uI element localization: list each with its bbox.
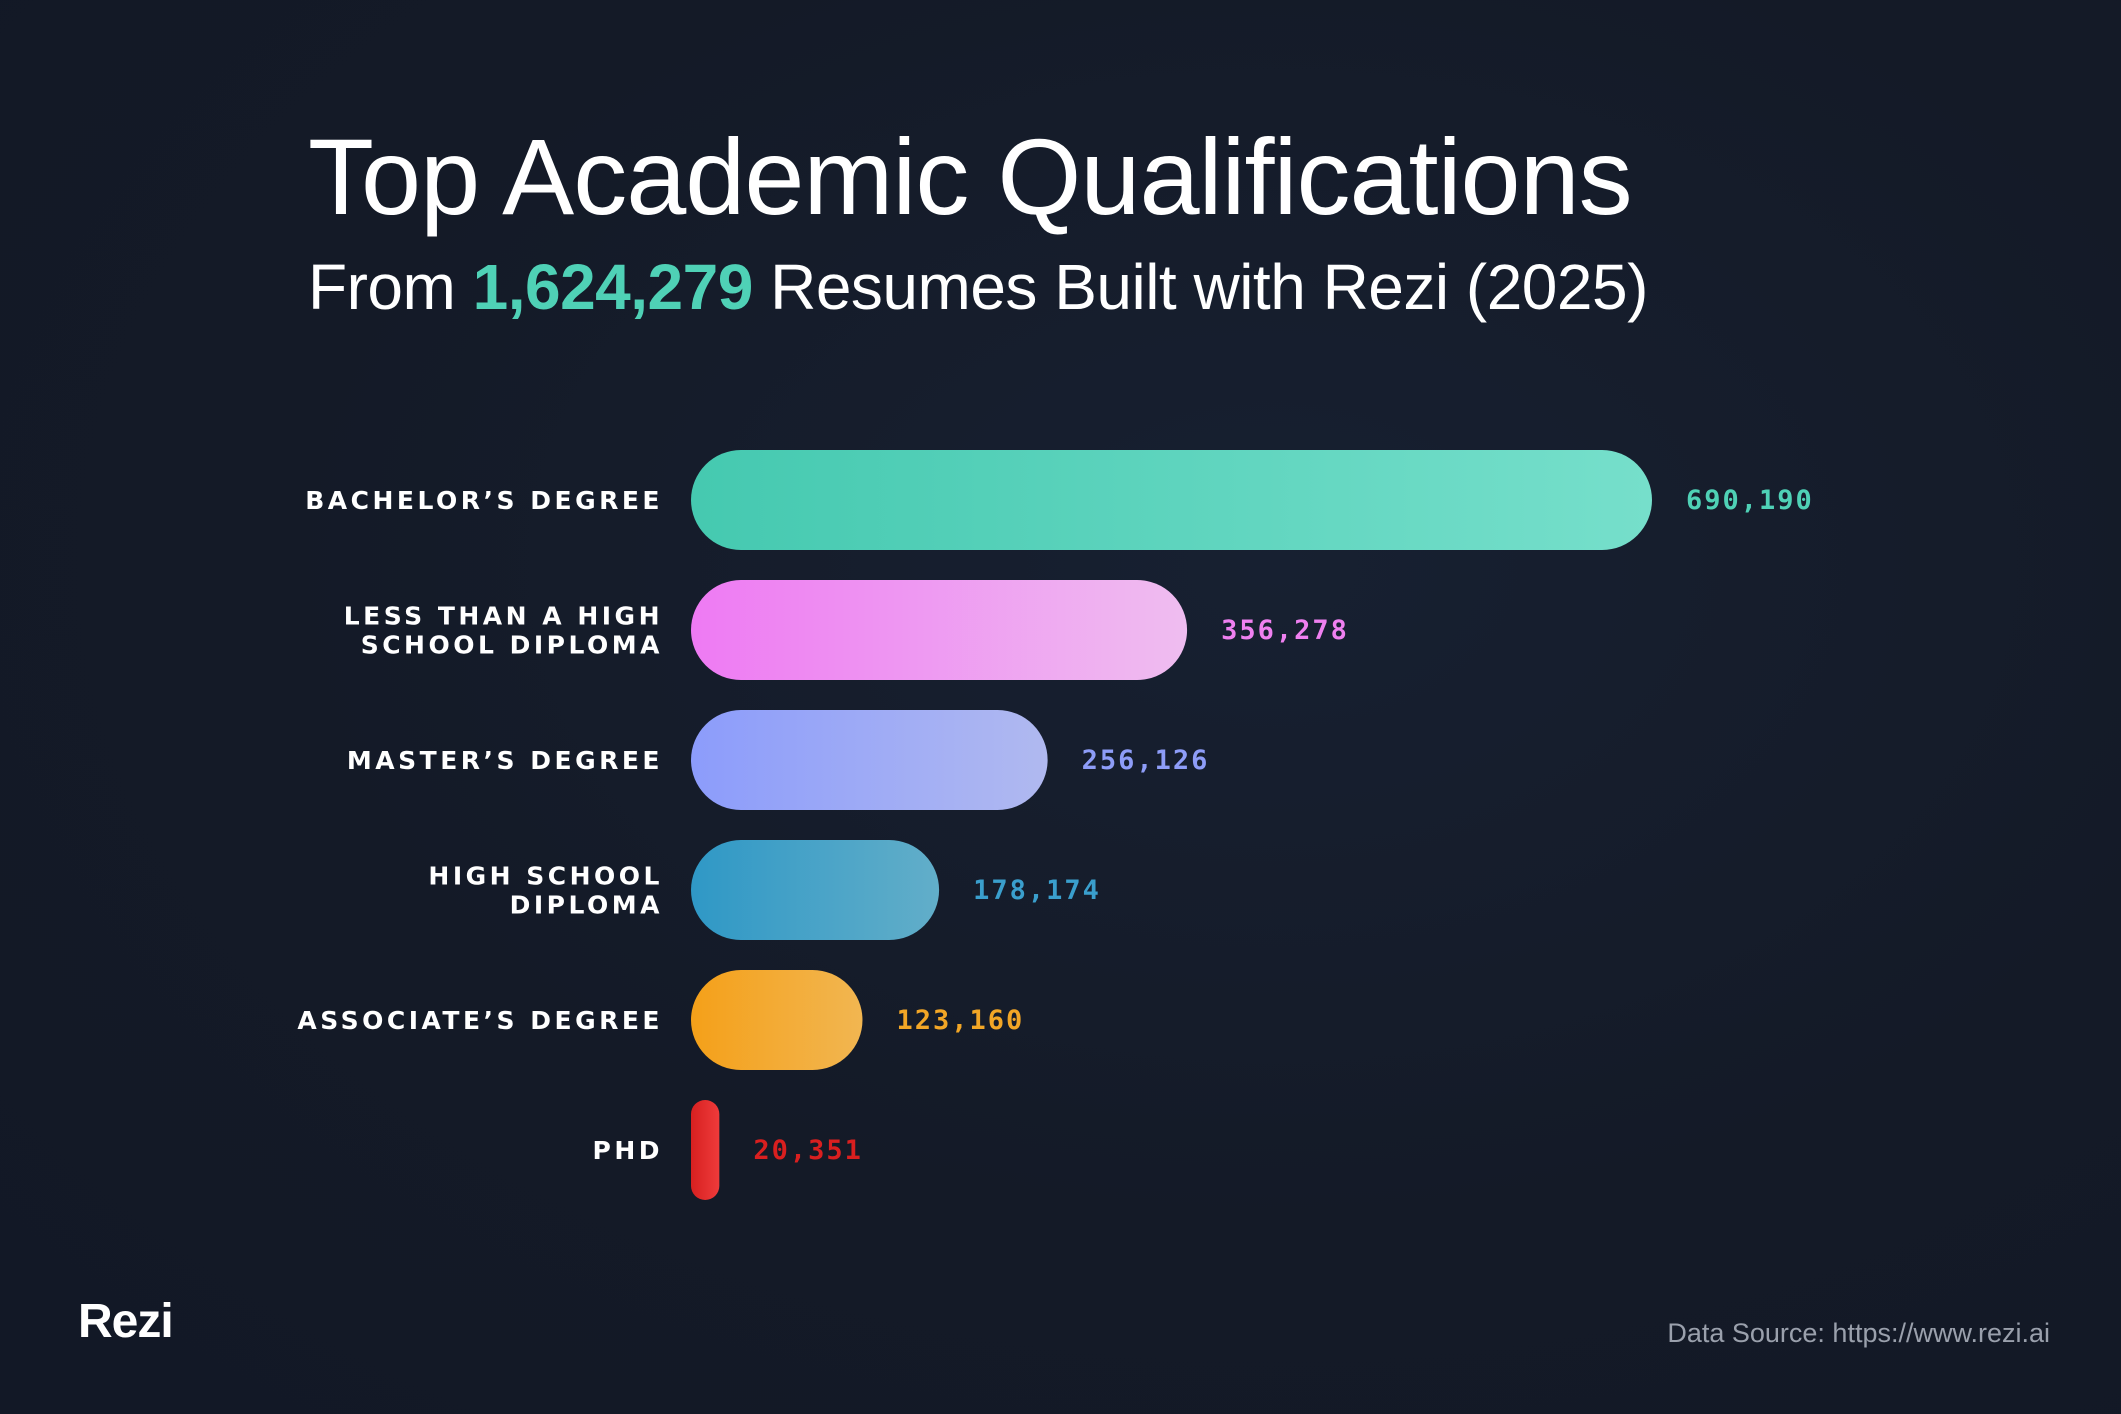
category-label-1: LESS THAN A HIGH SCHOOL DIPLOMA [344, 602, 663, 660]
category-label-2: MASTER’S DEGREE [347, 746, 663, 775]
value-label-5: 20,351 [753, 1135, 863, 1166]
value-label-1: 356,278 [1221, 615, 1349, 646]
category-label-line: DIPLOMA [510, 891, 663, 920]
subtitle-prefix: From [308, 251, 456, 323]
value-label-4: 123,160 [896, 1005, 1024, 1036]
category-label-0: BACHELOR’S DEGREE [305, 486, 663, 515]
bar-0 [691, 450, 1652, 550]
chart-subtitle: From 1,624,279 Resumes Built with Rezi (… [308, 252, 1648, 322]
bar-3 [691, 840, 940, 940]
subtitle-suffix: Resumes Built with Rezi (2025) [770, 251, 1648, 323]
rezi-logo: Rezi [78, 1295, 174, 1348]
category-label-3: HIGH SCHOOL DIPLOMA [428, 862, 663, 920]
value-label-2: 256,126 [1082, 745, 1210, 776]
category-label-line: SCHOOL DIPLOMA [361, 631, 663, 660]
category-label-line: HIGH SCHOOL [428, 862, 663, 891]
bar-2 [691, 710, 1048, 810]
bar-5 [691, 1100, 720, 1200]
category-label-5: PHD [593, 1136, 664, 1165]
subtitle-resume-count: 1,624,279 [472, 251, 754, 323]
value-label-0: 690,190 [1686, 485, 1814, 516]
category-label-line: ASSOCIATE’S DEGREE [297, 1006, 663, 1035]
value-label-3: 178,174 [973, 875, 1101, 906]
data-source-note: Data Source: https://www.rezi.ai [1667, 1318, 2050, 1348]
chart-title: Top Academic Qualifications [308, 116, 1633, 237]
bar-4 [691, 970, 863, 1070]
category-label-line: BACHELOR’S DEGREE [305, 486, 663, 515]
category-label-4: ASSOCIATE’S DEGREE [297, 1006, 663, 1035]
category-label-line: LESS THAN A HIGH [344, 602, 663, 631]
bar-1 [691, 580, 1188, 680]
category-label-line: PHD [593, 1136, 664, 1165]
category-label-line: MASTER’S DEGREE [347, 746, 663, 775]
